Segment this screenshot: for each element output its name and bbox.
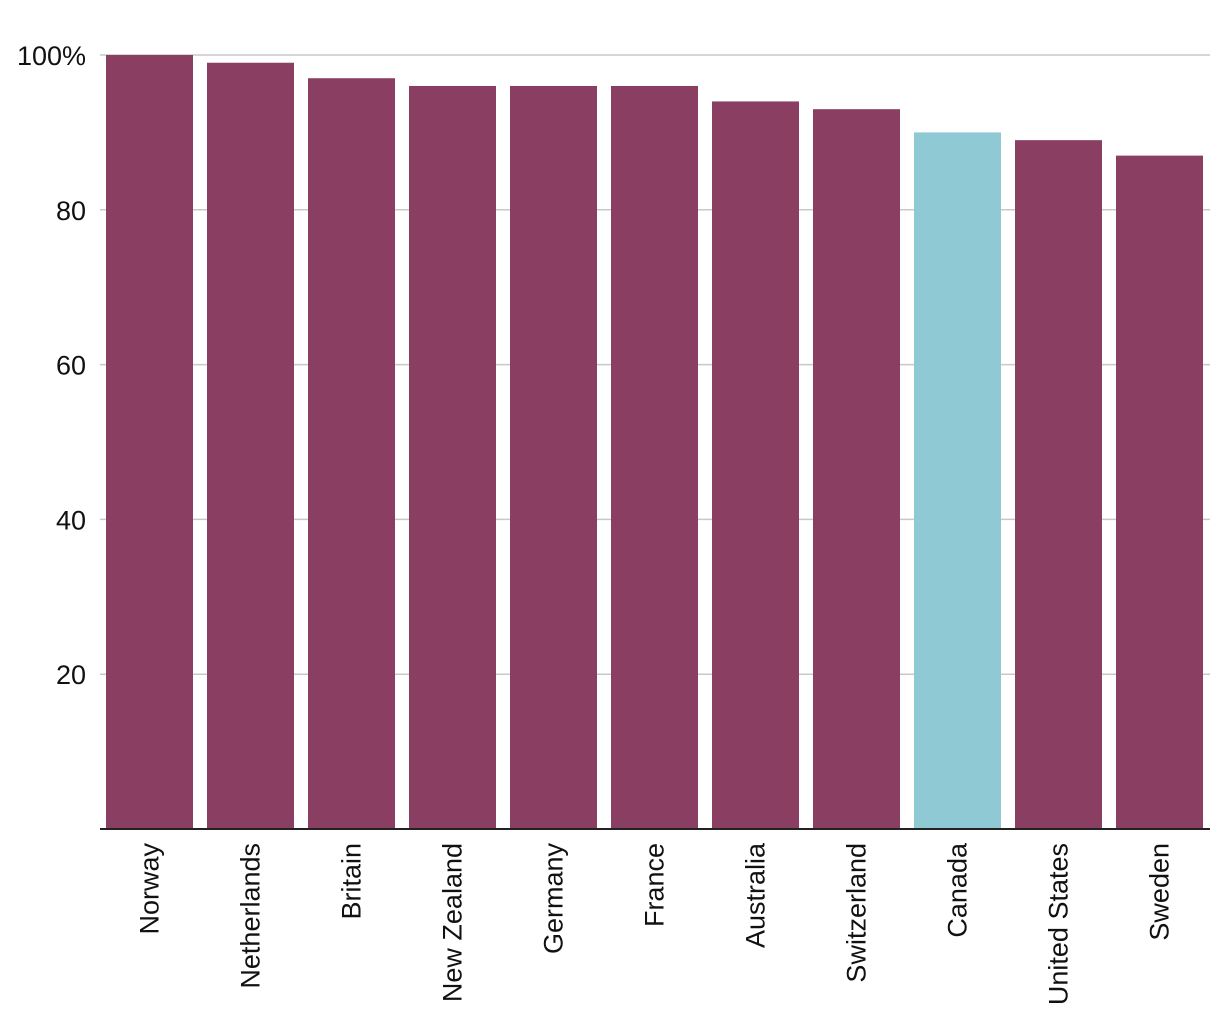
bar-britain: [308, 78, 395, 830]
x-label-switzerland: Switzerland: [842, 843, 872, 983]
bar-norway: [106, 55, 193, 829]
x-label-canada: Canada: [943, 842, 973, 938]
bar-france: [611, 85, 698, 829]
y-tick-label-40: 40: [56, 505, 86, 535]
bar-australia: [712, 101, 799, 829]
bar-germany: [510, 85, 597, 829]
bar-sweden: [1116, 155, 1203, 829]
y-tick-label-100: 100%: [17, 41, 86, 71]
x-label-new-zealand: New Zealand: [438, 843, 468, 1002]
bar-new-zealand: [409, 85, 496, 829]
bar-united-states: [1015, 140, 1102, 829]
x-label-australia: Australia: [741, 842, 771, 948]
x-label-sweden: Sweden: [1145, 843, 1175, 941]
y-tick-label-20: 20: [56, 660, 86, 690]
x-label-netherlands: Netherlands: [236, 843, 266, 989]
x-label-britain: Britain: [337, 843, 367, 920]
bar-canada: [914, 132, 1001, 829]
bars: [106, 55, 1203, 830]
x-axis-labels: Norway Netherlands Britain New Zealand Germa…: [135, 842, 1175, 1005]
bar-netherlands: [207, 62, 294, 830]
y-axis-ticks: 20 40 60 80 100%: [17, 41, 86, 690]
bar-switzerland: [813, 109, 900, 830]
x-label-france: France: [640, 843, 670, 927]
y-tick-label-80: 80: [56, 196, 86, 226]
x-label-germany: Germany: [539, 843, 569, 955]
y-tick-label-60: 60: [56, 351, 86, 381]
x-label-norway: Norway: [135, 843, 165, 935]
x-label-united-states: United States: [1044, 843, 1074, 1005]
